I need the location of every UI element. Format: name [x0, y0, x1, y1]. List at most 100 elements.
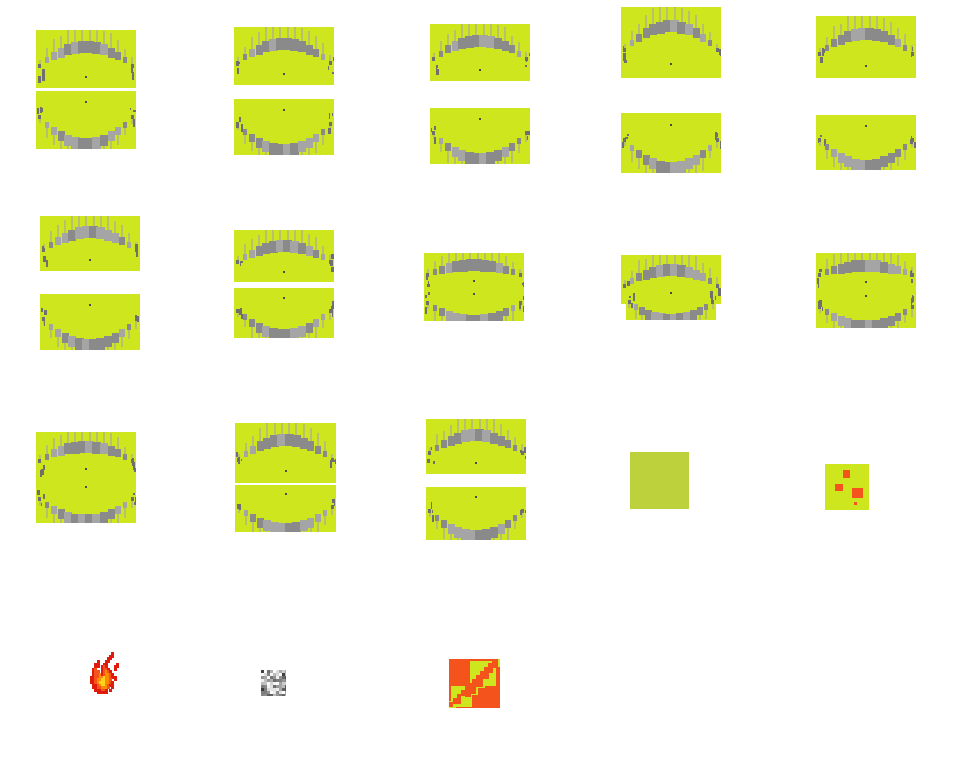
crowd-billboard-lower-a[interactable]: [36, 91, 136, 149]
crowd-stem: [840, 23, 842, 36]
crowd-figure: [677, 265, 686, 277]
crowd-figure: [865, 28, 874, 40]
crowd-billboard-upper-a[interactable]: [36, 30, 136, 88]
noise-pixel: [261, 685, 264, 688]
noise-pixel: [264, 682, 267, 685]
noise-pixel: [270, 673, 273, 676]
crowd-billboard-lower-b[interactable]: [234, 99, 334, 155]
crowd-figure: [458, 150, 466, 161]
crowd-figure: [71, 442, 80, 454]
crowd-figure: [307, 441, 314, 451]
crowd-billboard-upper-e[interactable]: [816, 16, 916, 78]
crowd-billboard-lower-i[interactable]: [626, 286, 716, 320]
crowd-billboard-lower-l[interactable]: [235, 485, 336, 532]
flame-pixel: [105, 675, 108, 679]
crowd-arc: [816, 115, 916, 170]
crowd-stem: [99, 216, 102, 229]
flame-pixel: [90, 680, 94, 684]
noise-pixel: [279, 676, 282, 679]
crowd-stem: [519, 268, 522, 274]
crowd-figure: [100, 135, 108, 146]
flame-pixel: [105, 667, 108, 671]
smoke-noise-texture[interactable]: [261, 670, 286, 696]
crowd-figure: [446, 311, 453, 321]
crowd-stem: [890, 162, 892, 170]
crowd-billboard-lower-f[interactable]: [40, 294, 140, 350]
crowd-stem: [131, 453, 134, 460]
crowd-stem: [135, 320, 138, 330]
crowd-fleck: [237, 68, 239, 74]
speck-swatch[interactable]: [825, 464, 869, 510]
crowd-billboard-upper-f[interactable]: [40, 216, 140, 271]
crowd-fleck: [241, 124, 243, 132]
crowd-stem: [81, 30, 84, 42]
crowd-stem: [300, 230, 303, 244]
crowd-figure: [880, 262, 888, 273]
crowd-billboard-upper-j[interactable]: [816, 253, 916, 288]
crowd-billboard-lower-c[interactable]: [430, 108, 530, 164]
crowd-figure: [290, 39, 299, 51]
crowd-billboard-upper-c[interactable]: [430, 24, 530, 81]
crowd-fleck: [331, 254, 334, 259]
crowd-billboard-upper-m[interactable]: [426, 419, 526, 474]
flat-green-swatch[interactable]: [630, 452, 689, 509]
crowd-billboard-lower-j[interactable]: [816, 288, 916, 328]
crowd-figure: [263, 520, 271, 531]
crowd-billboard-lower-m[interactable]: [426, 487, 526, 540]
flame-pixel: [105, 678, 108, 682]
crowd-figure: [636, 273, 642, 281]
crowd-arc: [424, 287, 524, 321]
crowd-billboard-upper-b[interactable]: [234, 27, 334, 85]
crowd-fleck: [43, 256, 46, 262]
crowd-billboard-upper-d[interactable]: [621, 7, 721, 78]
crowd-billboard-lower-e[interactable]: [816, 115, 916, 170]
crowd-fleck: [41, 308, 43, 312]
flame-pixel: [100, 683, 104, 687]
crowd-figure: [75, 338, 84, 350]
crowd-fleck: [527, 136, 528, 140]
crowd-stem: [489, 24, 492, 37]
crowd-figure: [249, 250, 255, 258]
diagonal-stripe-texture[interactable]: [449, 659, 500, 708]
crowd-figure: [683, 312, 691, 320]
crowd-figure: [243, 254, 247, 260]
noise-pixel: [273, 679, 276, 682]
crowd-fleck: [523, 296, 524, 300]
crowd-stem: [454, 156, 456, 164]
crowd-billboard-lower-d[interactable]: [621, 113, 721, 173]
flame-pixel: [105, 662, 108, 666]
crowd-billboard-lower-g[interactable]: [234, 288, 334, 338]
crowd-stem: [302, 530, 305, 532]
crowd-billboard-upper-l[interactable]: [235, 423, 336, 483]
crowd-figure: [670, 264, 679, 276]
crowd-fleck: [133, 462, 135, 470]
flame-pixel: [92, 686, 96, 690]
noise-pixel: [261, 691, 264, 694]
crowd-figure: [78, 441, 87, 453]
flame-pixel: [109, 673, 113, 676]
crowd-stem: [825, 314, 828, 324]
crowd-fleck: [238, 457, 240, 464]
crowd-stem: [308, 233, 310, 247]
noise-pixel: [264, 670, 267, 673]
noise-pixel: [273, 694, 276, 696]
crowd-figure: [700, 273, 706, 281]
crowd-figure: [243, 54, 247, 60]
crowd-stem: [890, 21, 892, 36]
crowd-fleck: [239, 117, 241, 122]
crowd-figure: [123, 502, 127, 508]
crowd-fleck: [44, 310, 47, 315]
crowd-billboard-upper-g[interactable]: [234, 230, 334, 282]
crowd-figure: [306, 323, 313, 333]
crowd-figure: [448, 436, 455, 446]
crowd-billboard-upper-h[interactable]: [424, 253, 524, 287]
crowd-billboard-upper-k[interactable]: [36, 432, 136, 478]
crowd-stem: [67, 30, 70, 46]
crowd-figure: [115, 506, 121, 514]
flame-pixel: [102, 688, 106, 692]
crowd-billboard-lower-h[interactable]: [424, 287, 524, 321]
crowd-figure: [276, 240, 285, 252]
crowd-billboard-lower-k[interactable]: [36, 478, 136, 523]
flame-particle-sprite[interactable]: [88, 652, 122, 695]
noise-pixel: [276, 694, 279, 696]
